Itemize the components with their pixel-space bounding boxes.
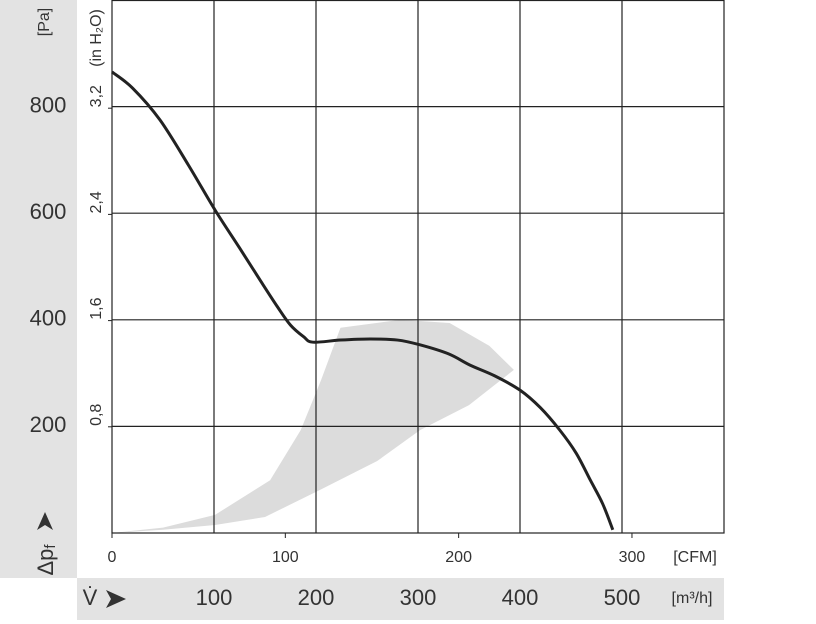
x2-tick-label: 300 xyxy=(619,549,646,566)
left-band xyxy=(0,0,77,578)
x2-axis-unit: [CFM] xyxy=(673,549,717,566)
y-axis-unit: [Pa] xyxy=(36,8,53,36)
x-tick-label: 400 xyxy=(502,585,539,610)
y2-axis-unit: (in H₂O) xyxy=(88,9,105,67)
y2-tick-label: 1,6 xyxy=(88,297,105,319)
y-tick-label: 800 xyxy=(30,92,67,117)
y-arrow xyxy=(37,512,53,530)
x-axis-unit: [m³/h] xyxy=(672,590,713,607)
x-tick-label: 300 xyxy=(400,585,437,610)
y2-tick-label: 2,4 xyxy=(88,191,105,213)
y2-tick-label: 0,8 xyxy=(88,404,105,426)
y-symbol-main: Δp xyxy=(33,549,58,576)
x-arrow xyxy=(106,590,126,608)
y-tick-label: 200 xyxy=(30,412,67,437)
x-tick-label: 200 xyxy=(298,585,335,610)
x-tick-label: 500 xyxy=(604,585,641,610)
fan-curve xyxy=(111,70,615,531)
y-symbol-sub: f xyxy=(42,544,59,549)
y2-tick-label: 3,2 xyxy=(88,85,105,107)
x2-tick-label: 100 xyxy=(272,549,299,566)
bottom-band xyxy=(77,578,724,620)
x2-tick-label: 0 xyxy=(108,549,117,566)
y-tick-label: 400 xyxy=(30,306,67,331)
x-tick-label: 100 xyxy=(196,585,233,610)
y-tick-label: 600 xyxy=(30,199,67,224)
x2-tick-label: 200 xyxy=(445,549,472,566)
x-axis-symbol: V̇ xyxy=(83,585,98,610)
y-axis-symbol: Δpf xyxy=(33,544,59,576)
